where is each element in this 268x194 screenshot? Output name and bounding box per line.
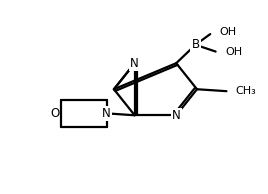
Text: N: N	[172, 109, 181, 122]
Text: N: N	[102, 107, 111, 120]
Text: N: N	[130, 57, 139, 70]
Text: CH₃: CH₃	[236, 86, 256, 96]
Text: OH: OH	[220, 27, 237, 37]
Text: OH: OH	[225, 47, 242, 57]
Text: O: O	[50, 107, 60, 120]
Text: B: B	[191, 38, 200, 51]
